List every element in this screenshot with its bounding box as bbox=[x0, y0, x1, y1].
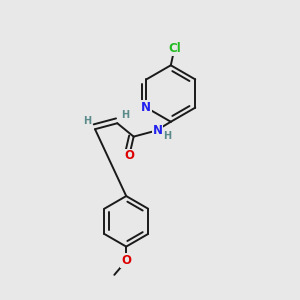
Text: H: H bbox=[163, 131, 171, 141]
Text: H: H bbox=[83, 116, 92, 126]
Text: O: O bbox=[121, 254, 131, 267]
Text: N: N bbox=[141, 101, 152, 114]
Text: Cl: Cl bbox=[168, 42, 181, 56]
Text: H: H bbox=[121, 110, 129, 120]
Text: O: O bbox=[124, 149, 134, 162]
Text: N: N bbox=[152, 124, 162, 137]
